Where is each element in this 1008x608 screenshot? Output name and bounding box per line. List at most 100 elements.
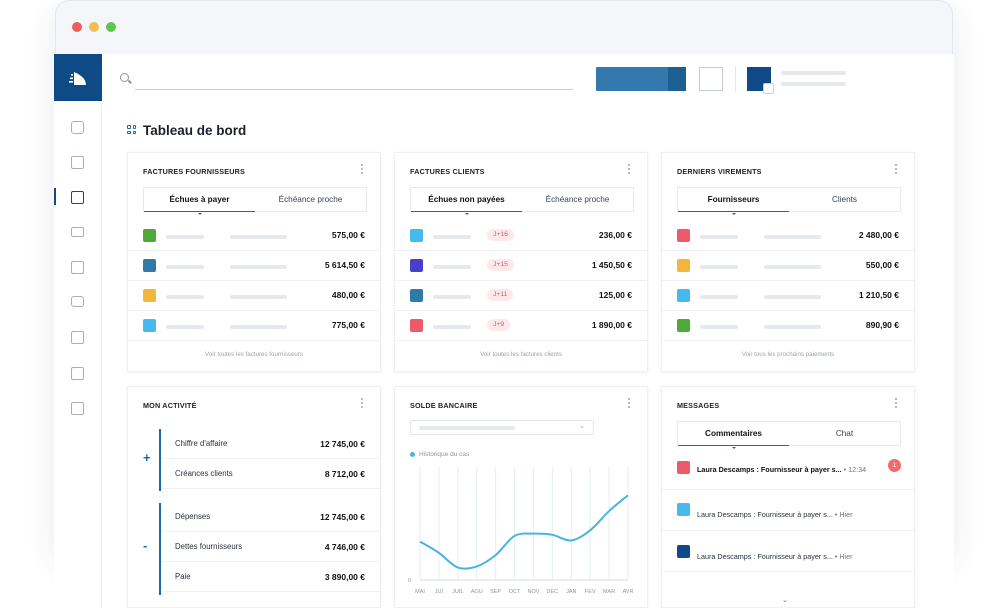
search-input[interactable]: [135, 89, 573, 90]
x-tick-label: MAR: [603, 589, 615, 595]
activity-label: Créances clients: [175, 469, 233, 478]
table-row[interactable]: J+15 1 450,50 €: [395, 251, 647, 281]
divider: [128, 340, 380, 341]
wallet-icon[interactable]: [71, 296, 84, 307]
see-all-link[interactable]: Voir toutes les factures clients: [480, 351, 562, 358]
x-tick-label: NOV: [527, 589, 539, 595]
see-all-link[interactable]: Voir tous les prochains paiements: [741, 351, 835, 358]
tab-suppliers[interactable]: Fournisseurs: [678, 188, 789, 215]
minimize-window-icon[interactable]: [89, 22, 99, 32]
tab-due-soon[interactable]: Échéance proche: [278, 195, 343, 204]
table-row[interactable]: J+9 1 890,00 €: [395, 311, 647, 341]
close-window-icon[interactable]: [72, 22, 82, 32]
tab-chat[interactable]: Chat: [835, 429, 854, 438]
account-select[interactable]: ⌄: [410, 420, 594, 435]
bank-balance-card: SOLDE BANCAIRE ⌄ Historique du cas MAI JU…: [394, 386, 648, 608]
activity-value: 4 746,00 €: [324, 542, 365, 552]
table-row[interactable]: 5 614,50 €: [128, 251, 380, 281]
activity-label: Chiffre d'affaire: [175, 439, 228, 448]
x-tick-label: DEC: [547, 589, 559, 595]
table-row[interactable]: 550,00 €: [662, 251, 914, 281]
tab-due-soon[interactable]: Échéance proche: [545, 195, 610, 204]
table-row[interactable]: 1 210,50 €: [662, 281, 914, 311]
avatar-status-icon: [763, 83, 774, 94]
select-value-placeholder: [419, 426, 515, 430]
payments-icon[interactable]: [71, 261, 84, 274]
unread-count-badge: 1: [888, 459, 901, 472]
text-placeholder: [230, 295, 287, 299]
action-dropdown-toggle[interactable]: [668, 67, 686, 91]
table-row[interactable]: 575,00 €: [128, 221, 380, 251]
x-tick-label: OCT: [509, 589, 521, 595]
text-placeholder: [230, 235, 287, 239]
x-tick-label: AOU: [471, 589, 483, 595]
text-placeholder: [764, 295, 821, 299]
secondary-button[interactable]: [699, 67, 723, 91]
active-nav-indicator: [54, 188, 56, 205]
plus-icon: +: [143, 450, 151, 465]
store-icon[interactable]: [71, 402, 84, 415]
amount: 1 450,50 €: [591, 260, 632, 270]
tab-due-to-pay[interactable]: Échues à payer: [144, 188, 255, 215]
list-item[interactable]: Paie 3 890,00 €: [162, 562, 380, 592]
x-tick-label: MAI: [415, 589, 425, 595]
legend-label: Historique du cas: [419, 451, 470, 458]
table-row[interactable]: J+16 236,00 €: [395, 221, 647, 251]
mail-icon[interactable]: [71, 227, 84, 237]
tab-comments[interactable]: Commentaires: [678, 422, 789, 449]
message-item[interactable]: Laura Descamps : Fournisseur à payer s..…: [662, 531, 914, 572]
documents-icon[interactable]: [71, 331, 84, 344]
amount: 5 614,50 €: [324, 260, 365, 270]
dashboard-icon[interactable]: [71, 121, 84, 134]
sidebar: [54, 54, 102, 608]
invoices-icon[interactable]: [71, 191, 84, 204]
avatar[interactable]: [747, 67, 774, 94]
amount: 480,00 €: [331, 290, 365, 300]
user-name-placeholder: [781, 71, 846, 75]
message-item[interactable]: Laura Descamps : Fournisseur à payer s..…: [662, 490, 914, 531]
client-invoices-tabs: Échues non payées Échéance proche: [410, 187, 634, 215]
client-invoices-card: FACTURES CLIENTS Échues non payées Échéa…: [394, 152, 648, 372]
list-item[interactable]: Chiffre d'affaire 12 745,00 €: [162, 429, 380, 459]
activity-value: 12 745,00 €: [320, 439, 365, 449]
buildings-icon[interactable]: [71, 156, 84, 169]
maximize-window-icon[interactable]: [106, 22, 116, 32]
status-color-swatch: [143, 289, 156, 302]
table-row[interactable]: 775,00 €: [128, 311, 380, 341]
more-options-icon[interactable]: [895, 164, 898, 176]
x-tick-label: AVR: [623, 589, 634, 595]
list-item[interactable]: Créances clients 8 712,00 €: [162, 459, 380, 489]
activity-value: 8 712,00 €: [324, 469, 365, 479]
table-row[interactable]: 480,00 €: [128, 281, 380, 311]
status-color-swatch: [677, 229, 690, 242]
table-row[interactable]: J+11 125,00 €: [395, 281, 647, 311]
card-title: SOLDE BANCAIRE: [410, 401, 478, 410]
see-all-link[interactable]: Voir toutes les factures fournisseurs: [204, 351, 303, 358]
more-options-icon[interactable]: [361, 398, 364, 410]
primary-action-button[interactable]: [596, 67, 686, 91]
messages-tabs: Commentaires Chat: [677, 421, 901, 449]
logo[interactable]: [54, 54, 102, 101]
activity-label: Paie: [175, 572, 191, 581]
amount: 125,00 €: [598, 290, 632, 300]
tab-overdue-unpaid[interactable]: Échues non payées: [411, 188, 522, 215]
tab-clients[interactable]: Clients: [831, 195, 858, 204]
table-row[interactable]: 890,90 €: [662, 311, 914, 341]
more-options-icon[interactable]: [628, 164, 631, 176]
more-options-icon[interactable]: [895, 398, 898, 410]
more-options-icon[interactable]: [628, 398, 631, 410]
list-item[interactable]: Dettes fournisseurs 4 746,00 €: [162, 532, 380, 562]
more-options-icon[interactable]: [361, 164, 364, 176]
message-time: 12:34: [848, 465, 867, 474]
x-tick-label: SEP: [490, 589, 501, 595]
table-row[interactable]: 2 480,00 €: [662, 221, 914, 251]
scroll-down-icon[interactable]: ⌄: [782, 597, 788, 604]
amount: 2 480,00 €: [858, 230, 899, 240]
search-icon: [120, 73, 129, 82]
table-icon[interactable]: [71, 367, 84, 380]
message-item[interactable]: Laura Descamps : Fournisseur à payer s..…: [662, 449, 914, 490]
list-item[interactable]: Dépenses 12 745,00 €: [162, 502, 380, 532]
text-placeholder: [433, 265, 471, 269]
message-sender: Laura Descamps : Fournisseur à payer s..…: [697, 552, 833, 561]
text-placeholder: [166, 325, 204, 329]
